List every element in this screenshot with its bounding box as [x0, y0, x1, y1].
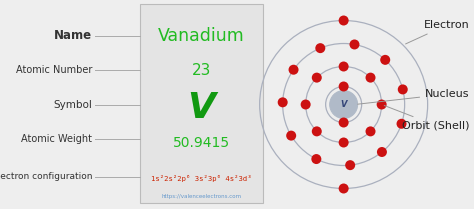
Text: 50.9415: 50.9415	[173, 136, 230, 150]
Circle shape	[315, 43, 325, 53]
Circle shape	[377, 99, 387, 110]
Circle shape	[338, 61, 349, 71]
Circle shape	[278, 97, 288, 107]
Circle shape	[349, 40, 359, 50]
Text: Nucleus: Nucleus	[357, 89, 470, 104]
Circle shape	[338, 184, 349, 194]
Circle shape	[365, 126, 375, 136]
Circle shape	[380, 55, 390, 65]
Circle shape	[365, 73, 375, 83]
Text: Symbol: Symbol	[54, 99, 92, 110]
Text: 1s²2s²2p⁶ 3s²3p⁶ 4s²3d³: 1s²2s²2p⁶ 3s²3p⁶ 4s²3d³	[151, 175, 252, 182]
Circle shape	[311, 154, 321, 164]
Circle shape	[345, 160, 355, 170]
Circle shape	[312, 126, 322, 136]
Text: V: V	[340, 100, 347, 109]
Text: Name: Name	[55, 29, 92, 42]
Text: 23: 23	[192, 62, 211, 78]
Circle shape	[286, 131, 296, 141]
Circle shape	[289, 65, 299, 75]
Text: https://valenceelectrons.com: https://valenceelectrons.com	[161, 194, 242, 199]
Circle shape	[338, 82, 349, 92]
Circle shape	[338, 15, 349, 25]
Circle shape	[377, 147, 387, 157]
Text: Atomic Weight: Atomic Weight	[21, 134, 92, 144]
Text: Orbit (Shell): Orbit (Shell)	[384, 106, 470, 130]
Circle shape	[397, 119, 407, 129]
Text: Electron configuration: Electron configuration	[0, 172, 92, 181]
Circle shape	[329, 90, 358, 119]
Bar	[140, 4, 263, 203]
Text: Vanadium: Vanadium	[158, 27, 245, 45]
Circle shape	[338, 117, 349, 127]
Circle shape	[338, 138, 349, 148]
Circle shape	[398, 84, 408, 94]
Text: V: V	[187, 91, 216, 125]
Text: Atomic Number: Atomic Number	[16, 65, 92, 75]
Circle shape	[301, 99, 310, 110]
Circle shape	[312, 73, 322, 83]
Text: Electron: Electron	[406, 20, 470, 44]
